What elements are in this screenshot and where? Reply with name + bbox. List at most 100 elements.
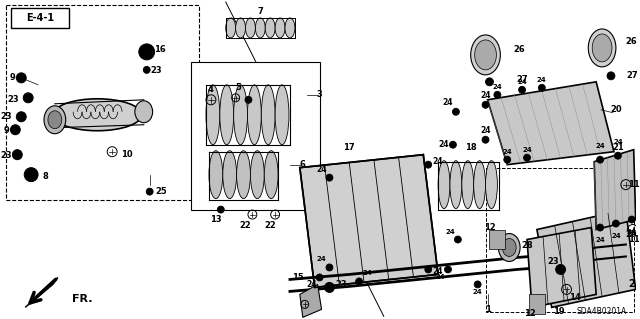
Bar [12, 8, 68, 28]
Ellipse shape [275, 18, 285, 38]
Circle shape [328, 286, 332, 289]
Text: 20: 20 [610, 105, 621, 114]
Circle shape [146, 188, 153, 195]
Circle shape [10, 125, 20, 135]
Circle shape [614, 152, 621, 159]
Text: 9: 9 [10, 73, 15, 82]
Text: 19: 19 [553, 307, 564, 316]
Text: E-4-1: E-4-1 [26, 13, 54, 23]
Ellipse shape [450, 161, 462, 209]
Text: 24: 24 [445, 228, 455, 234]
Text: 26: 26 [626, 37, 637, 46]
Text: 10: 10 [121, 150, 132, 159]
Text: 24: 24 [595, 236, 605, 242]
Ellipse shape [44, 106, 66, 134]
Ellipse shape [236, 18, 246, 38]
Text: 24: 24 [473, 289, 483, 295]
Text: 15: 15 [292, 273, 304, 282]
Text: 11: 11 [628, 180, 639, 189]
Circle shape [452, 108, 460, 115]
Text: 24: 24 [493, 84, 502, 90]
Text: 24: 24 [522, 147, 532, 153]
Circle shape [19, 115, 23, 119]
Text: 29: 29 [625, 230, 637, 239]
Circle shape [23, 93, 33, 103]
Text: 8: 8 [42, 172, 48, 181]
Text: 2: 2 [628, 279, 635, 289]
Circle shape [494, 91, 501, 98]
Polygon shape [300, 285, 321, 317]
Bar [490, 230, 506, 249]
Circle shape [143, 48, 150, 56]
Text: 26: 26 [513, 45, 525, 55]
Polygon shape [25, 278, 58, 308]
Ellipse shape [588, 29, 616, 67]
Ellipse shape [206, 85, 220, 145]
Text: 3: 3 [317, 90, 323, 99]
Text: 27: 27 [516, 75, 528, 84]
Circle shape [143, 66, 150, 73]
Bar [6, 5, 199, 200]
Circle shape [524, 154, 531, 161]
Text: 24: 24 [362, 271, 372, 277]
Ellipse shape [486, 161, 497, 209]
Circle shape [425, 266, 432, 273]
Circle shape [13, 128, 17, 132]
Circle shape [19, 76, 23, 80]
Text: 27: 27 [626, 71, 637, 80]
Text: 14: 14 [568, 293, 580, 302]
Polygon shape [527, 227, 596, 308]
Ellipse shape [474, 161, 486, 209]
Text: 23: 23 [8, 95, 19, 104]
Text: FR.: FR. [72, 294, 93, 304]
Polygon shape [594, 150, 636, 230]
Circle shape [26, 96, 30, 100]
Text: 24: 24 [307, 280, 317, 289]
Text: 24: 24 [611, 233, 621, 239]
Ellipse shape [470, 35, 500, 75]
Ellipse shape [220, 85, 234, 145]
Circle shape [425, 161, 432, 168]
Ellipse shape [265, 18, 275, 38]
Circle shape [139, 44, 155, 60]
Text: 25: 25 [156, 187, 168, 196]
Circle shape [218, 206, 224, 213]
Text: 22: 22 [239, 221, 252, 230]
Text: 23: 23 [547, 257, 559, 266]
Ellipse shape [234, 85, 248, 145]
Text: 22: 22 [264, 221, 276, 230]
Text: 23: 23 [335, 280, 347, 289]
Circle shape [486, 78, 493, 86]
Circle shape [245, 96, 252, 103]
Text: 28: 28 [521, 241, 533, 250]
Circle shape [538, 84, 545, 91]
Text: 16: 16 [154, 45, 165, 55]
Text: 24: 24 [316, 165, 327, 174]
Text: 1: 1 [484, 305, 490, 314]
Text: 24: 24 [433, 157, 444, 166]
Text: 13: 13 [210, 215, 221, 224]
Polygon shape [488, 82, 614, 165]
Circle shape [612, 220, 620, 227]
Text: 11: 11 [628, 235, 639, 244]
Circle shape [556, 264, 566, 274]
Text: 24: 24 [433, 267, 444, 276]
Circle shape [454, 236, 461, 243]
Text: 24: 24 [435, 274, 445, 280]
Text: 24: 24 [439, 140, 449, 149]
Circle shape [24, 168, 38, 182]
Ellipse shape [246, 18, 255, 38]
Circle shape [326, 174, 333, 181]
Ellipse shape [462, 161, 474, 209]
Ellipse shape [135, 101, 153, 123]
Text: 24: 24 [502, 149, 512, 155]
Circle shape [326, 264, 333, 271]
Circle shape [316, 274, 323, 281]
Circle shape [607, 72, 615, 80]
Ellipse shape [261, 85, 275, 145]
Text: 24: 24 [627, 228, 637, 234]
Circle shape [482, 136, 489, 143]
Ellipse shape [592, 34, 612, 62]
Ellipse shape [499, 234, 520, 262]
Circle shape [449, 141, 456, 148]
